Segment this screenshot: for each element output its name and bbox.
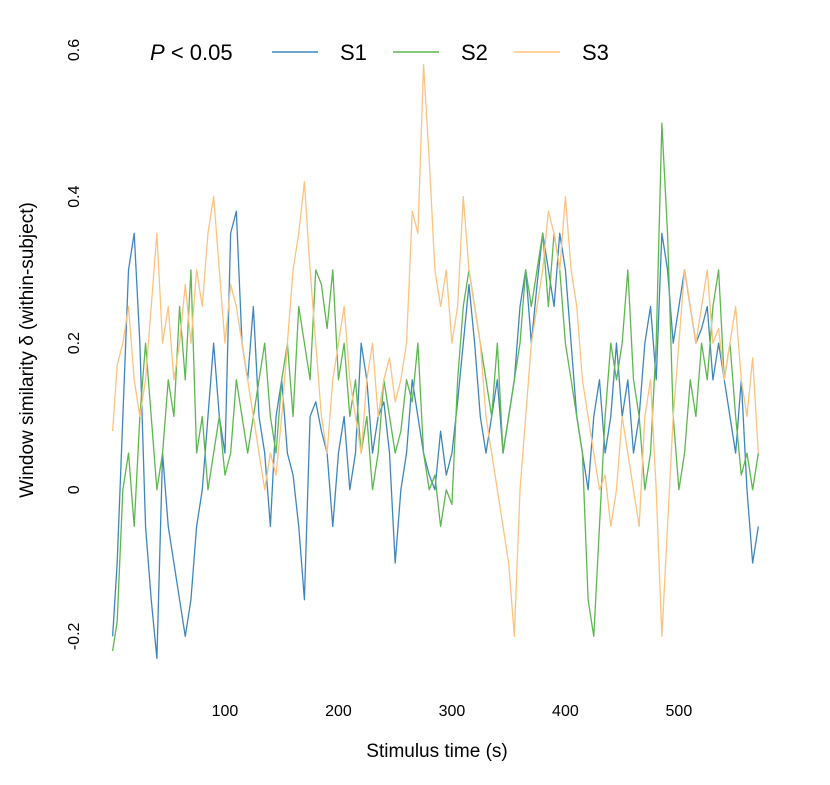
series-line (111, 64, 759, 637)
x-tick-label: 200 (325, 703, 352, 720)
legend-label: S3 (582, 40, 609, 65)
y-tick-label: 0.2 (66, 332, 83, 354)
x-tick-label: 100 (212, 703, 239, 720)
legend-label: S2 (461, 40, 488, 65)
y-tick-label: 0.6 (66, 39, 83, 61)
x-tick-label: 400 (552, 703, 579, 720)
x-tick-label: 500 (666, 703, 693, 720)
y-tick-label: -0.2 (66, 622, 83, 650)
y-axis-label: Window similarity δ (within-subject) (17, 202, 38, 498)
x-axis-label: Stimulus time (s) (366, 741, 507, 762)
y-tick-label: 0 (66, 485, 83, 494)
legend-title-rest: < 0.05 (171, 40, 233, 65)
legend-title: P < 0.05 (150, 40, 233, 65)
x-tick-label: 300 (439, 703, 466, 720)
legend-label: S1 (340, 40, 367, 65)
series-line (111, 122, 759, 652)
y-tick-label: 0.4 (66, 185, 83, 207)
legend-title-italic: P (150, 40, 165, 65)
series-line (111, 210, 759, 659)
